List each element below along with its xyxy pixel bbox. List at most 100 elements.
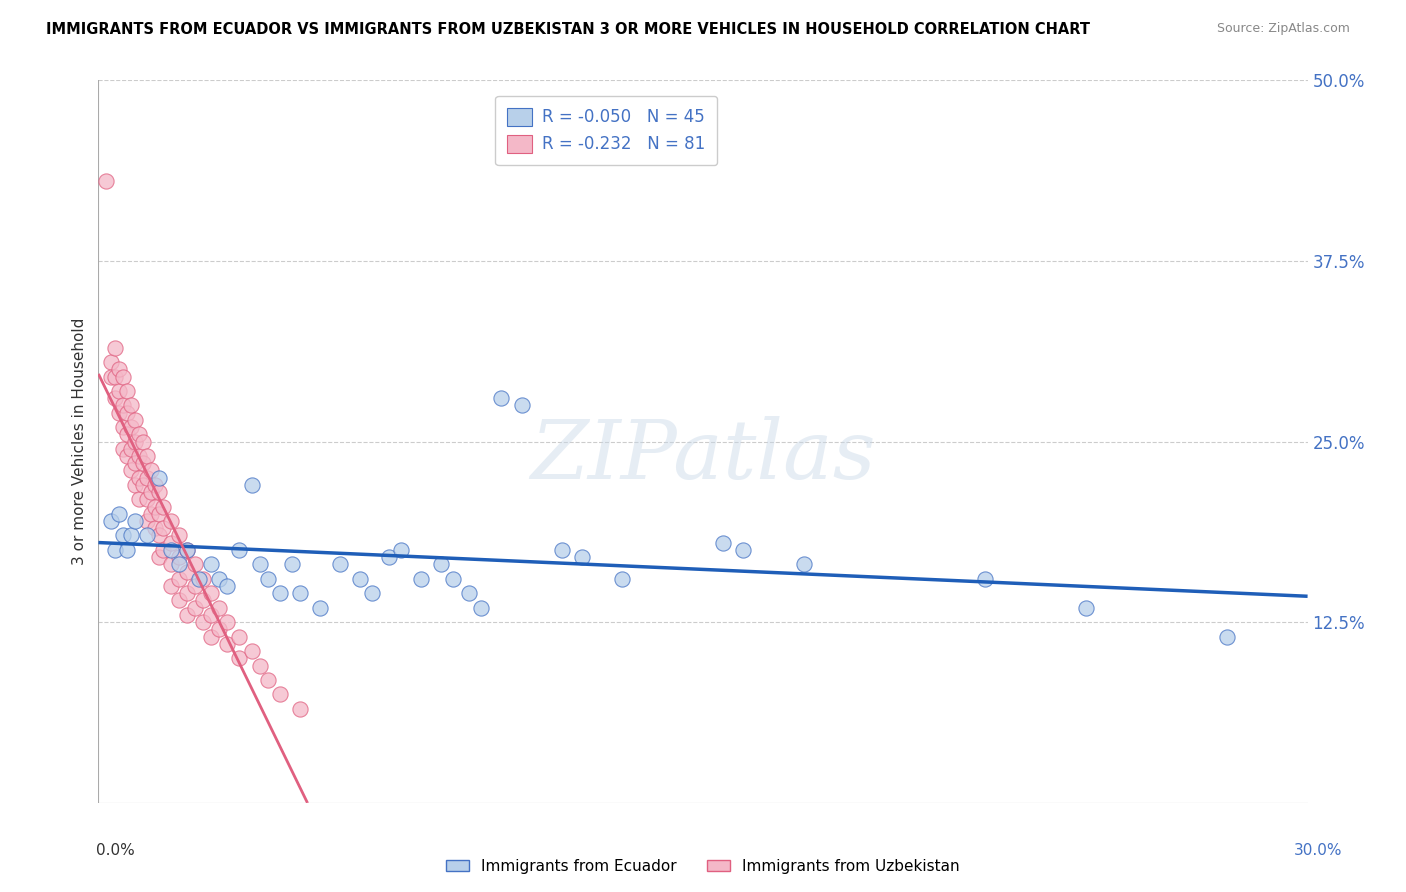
Point <box>107 362 129 376</box>
Point <box>107 384 129 398</box>
Point <box>124 514 146 528</box>
Point <box>139 485 162 500</box>
Point <box>135 449 157 463</box>
Point <box>124 413 146 427</box>
Point <box>160 514 183 528</box>
Point <box>143 521 166 535</box>
Point <box>124 434 146 449</box>
Point <box>612 572 634 586</box>
Point <box>200 558 222 572</box>
Point <box>217 615 239 630</box>
Point <box>288 586 311 600</box>
Point <box>208 600 231 615</box>
Point <box>430 558 453 572</box>
Point <box>167 558 190 572</box>
Point <box>361 586 384 600</box>
Point <box>111 398 134 412</box>
Point <box>176 542 198 557</box>
Point <box>100 369 122 384</box>
Point <box>228 651 250 665</box>
Point <box>120 528 142 542</box>
Point <box>120 463 142 477</box>
Point <box>458 586 481 600</box>
Point <box>100 355 122 369</box>
Point <box>193 615 215 630</box>
Point <box>143 500 166 514</box>
Point <box>139 463 162 477</box>
Point <box>470 600 492 615</box>
Point <box>184 558 207 572</box>
Point <box>135 492 157 507</box>
Point <box>111 369 134 384</box>
Point <box>288 702 311 716</box>
Point <box>107 406 129 420</box>
Point <box>103 391 125 405</box>
Point <box>389 542 412 557</box>
Point <box>148 485 170 500</box>
Point <box>128 492 150 507</box>
Point <box>193 572 215 586</box>
Point <box>160 558 183 572</box>
Point <box>256 673 278 687</box>
Point <box>409 572 432 586</box>
Point <box>176 586 198 600</box>
Point <box>103 542 125 557</box>
Point <box>167 572 190 586</box>
Point <box>200 630 222 644</box>
Point <box>120 442 142 456</box>
Point <box>441 572 464 586</box>
Legend: Immigrants from Ecuador, Immigrants from Uzbekistan: Immigrants from Ecuador, Immigrants from… <box>440 853 966 880</box>
Point <box>733 542 755 557</box>
Point <box>269 687 291 701</box>
Point <box>167 528 190 542</box>
Point <box>208 623 231 637</box>
Point <box>309 600 332 615</box>
Point <box>103 341 125 355</box>
Text: ZIPatlas: ZIPatlas <box>530 416 876 496</box>
Point <box>132 434 155 449</box>
Point <box>188 572 211 586</box>
Point <box>143 478 166 492</box>
Point <box>1216 630 1239 644</box>
Point <box>167 550 190 565</box>
Point <box>148 550 170 565</box>
Point <box>208 572 231 586</box>
Point <box>329 558 352 572</box>
Point <box>115 406 138 420</box>
Point <box>100 514 122 528</box>
Text: 30.0%: 30.0% <box>1295 843 1343 858</box>
Point <box>974 572 997 586</box>
Point <box>115 449 138 463</box>
Point <box>135 470 157 484</box>
Point <box>115 427 138 442</box>
Point <box>124 478 146 492</box>
Point <box>148 470 170 484</box>
Point <box>240 478 263 492</box>
Point <box>349 572 371 586</box>
Point <box>200 607 222 622</box>
Text: IMMIGRANTS FROM ECUADOR VS IMMIGRANTS FROM UZBEKISTAN 3 OR MORE VEHICLES IN HOUS: IMMIGRANTS FROM ECUADOR VS IMMIGRANTS FR… <box>46 22 1091 37</box>
Point <box>711 535 734 549</box>
Point <box>135 528 157 542</box>
Point <box>240 644 263 658</box>
Point <box>176 542 198 557</box>
Point <box>120 398 142 412</box>
Point <box>571 550 593 565</box>
Point <box>124 456 146 470</box>
Point <box>249 658 271 673</box>
Point <box>217 579 239 593</box>
Point <box>184 600 207 615</box>
Point <box>200 586 222 600</box>
Point <box>132 456 155 470</box>
Point <box>111 442 134 456</box>
Point <box>217 637 239 651</box>
Point <box>377 550 399 565</box>
Point <box>160 542 183 557</box>
Point <box>152 521 174 535</box>
Point <box>132 478 155 492</box>
Point <box>269 586 291 600</box>
Point <box>491 391 513 405</box>
Point <box>228 630 250 644</box>
Point <box>139 507 162 521</box>
Point <box>551 542 574 557</box>
